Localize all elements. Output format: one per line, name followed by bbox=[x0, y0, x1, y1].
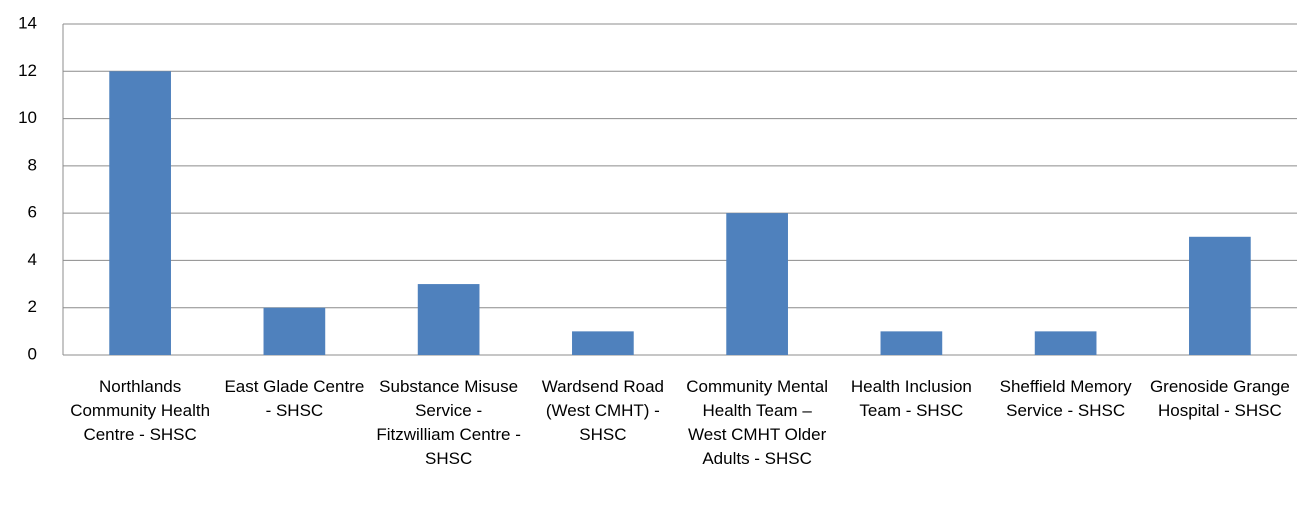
bar bbox=[1034, 331, 1097, 355]
x-tick-label: Wardsend Road (West CMHT) - SHSC bbox=[541, 377, 664, 444]
x-tick-label: Grenoside Grange Hospital - SHSC bbox=[1149, 377, 1290, 420]
bar bbox=[417, 284, 480, 355]
y-tick-label: 12 bbox=[18, 61, 37, 80]
y-tick-label: 8 bbox=[28, 155, 37, 174]
y-tick-label: 10 bbox=[18, 108, 37, 127]
bar bbox=[1189, 236, 1251, 355]
y-tick-label: 6 bbox=[28, 203, 37, 222]
x-tick-label: Sheffield Memory Service - SHSC bbox=[999, 377, 1132, 420]
bar bbox=[109, 71, 171, 356]
bar bbox=[263, 307, 326, 355]
y-tick-label: 14 bbox=[18, 13, 37, 32]
y-tick-label: 0 bbox=[28, 344, 37, 363]
x-tick-label: Northlands Community Health Centre - SHS… bbox=[70, 377, 211, 444]
x-tick-label: Community Mental Health Team – West CMHT… bbox=[686, 377, 828, 468]
y-tick-label: 2 bbox=[28, 297, 37, 316]
x-tick-label: East Glade Centre - SHSC bbox=[224, 377, 365, 420]
x-tick-label: Health Inclusion Team - SHSC bbox=[850, 377, 972, 420]
x-tick-label: Substance Misuse Service - Fitzwilliam C… bbox=[376, 377, 521, 468]
bar bbox=[572, 331, 634, 355]
bar bbox=[726, 213, 788, 355]
y-tick-label: 4 bbox=[28, 250, 37, 269]
bar bbox=[880, 331, 943, 355]
